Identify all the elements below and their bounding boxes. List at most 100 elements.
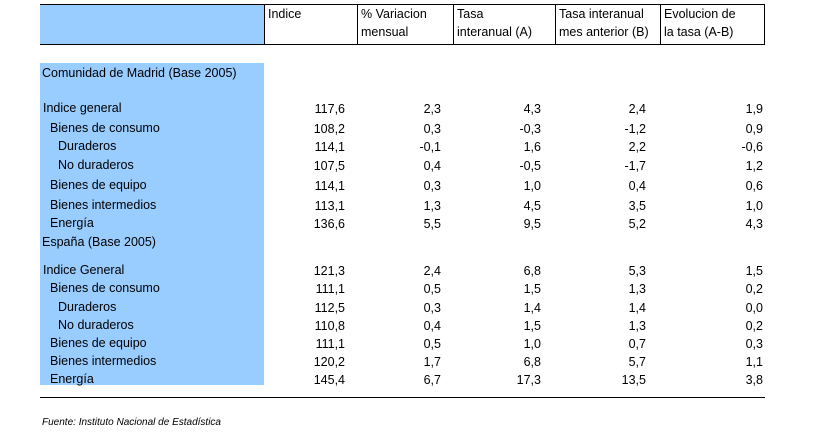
cell-evolucion: 1,2 [745, 159, 763, 173]
row-label: Indice General [43, 263, 125, 277]
header-evolucion-line2: la tasa (A-B) [664, 25, 734, 39]
row-label: Duraderos [58, 300, 117, 314]
cell-variacion: 1,3 [423, 199, 441, 213]
cell-evolucion: 3,8 [745, 373, 763, 387]
cell-indice: 111,1 [315, 282, 345, 296]
header-tasa-b-line2: mes anterior (B) [559, 25, 649, 39]
cell-evolucion: 1,0 [745, 199, 763, 213]
row-label: Bienes de consumo [50, 121, 160, 135]
row-label: Energía [50, 216, 94, 230]
row-label: Bienes de equipo [50, 336, 147, 350]
cell-variacion: -0,1 [419, 140, 441, 154]
cell-indice: 117,6 [314, 102, 345, 116]
cell-evolucion: -0,6 [741, 140, 763, 154]
cell-variacion: 6,7 [423, 373, 441, 387]
cell-tasa-b: -1,7 [624, 159, 646, 173]
cell-indice: 145,4 [313, 373, 345, 387]
cell-evolucion: 1,5 [745, 264, 763, 278]
cell-indice: 114,1 [314, 140, 345, 154]
cell-indice: 136,6 [313, 217, 345, 231]
cell-tasa-a: 9,5 [523, 217, 541, 231]
cell-tasa-b: 1,3 [628, 319, 646, 333]
header-divider [264, 4, 265, 45]
cell-variacion: 0,3 [423, 301, 441, 315]
header-label-cell-fill [40, 5, 264, 45]
cell-variacion: 0,3 [423, 122, 441, 136]
header-evolucion-line1: Evolucion de [664, 7, 736, 21]
cell-tasa-a: 17,3 [516, 373, 541, 387]
cell-tasa-a: 6,8 [523, 264, 541, 278]
cell-indice: 108,2 [313, 122, 345, 136]
label-column-fill [40, 63, 264, 385]
cell-evolucion: 1,1 [745, 355, 763, 369]
cell-indice: 111,1 [315, 337, 345, 351]
header-bottom-rule [40, 44, 765, 45]
cell-variacion: 2,4 [423, 264, 441, 278]
row-label: Bienes intermedios [50, 354, 157, 368]
cell-variacion: 0,3 [423, 179, 441, 193]
cell-evolucion: 0,2 [745, 282, 763, 296]
header-indice: Indice [268, 7, 302, 21]
cell-variacion: 1,7 [423, 355, 441, 369]
header-variacion-line2: mensual [361, 25, 409, 39]
cell-indice: 112,5 [314, 301, 345, 315]
cell-evolucion: 0,9 [745, 122, 763, 136]
row-label: No duraderos [58, 158, 134, 172]
cell-tasa-b: 2,4 [628, 102, 646, 116]
cell-tasa-a: 1,0 [523, 337, 541, 351]
header-divider [555, 4, 556, 45]
header-divider [764, 4, 765, 45]
row-label: No duraderos [58, 318, 134, 332]
cell-tasa-b: 5,2 [628, 217, 646, 231]
cell-tasa-a: 1,6 [523, 140, 541, 154]
cell-variacion: 2,3 [423, 102, 441, 116]
cell-tasa-b: 0,4 [628, 179, 646, 193]
cell-indice: 107,5 [313, 159, 345, 173]
cell-evolucion: 0,2 [745, 319, 763, 333]
cell-tasa-a: 4,3 [523, 102, 541, 116]
header-tasa-b-line1: Tasa interanual [559, 7, 644, 21]
cell-tasa-b: 1,3 [628, 282, 646, 296]
cell-tasa-b: 5,7 [628, 355, 646, 369]
header-variacion-line1: % Variacion [361, 7, 427, 21]
section-title: Comunidad de Madrid (Base 2005) [42, 66, 237, 80]
row-label: Energía [50, 372, 94, 386]
table-bottom-rule [40, 397, 765, 398]
cell-indice: 114,1 [314, 179, 345, 193]
cell-variacion: 5,5 [423, 217, 441, 231]
cell-tasa-a: 6,8 [523, 355, 541, 369]
cell-tasa-b: 1,4 [628, 301, 646, 315]
top-rule [40, 4, 765, 5]
cell-variacion: 0,4 [423, 319, 441, 333]
row-label: Bienes intermedios [50, 198, 157, 212]
cell-tasa-b: -1,2 [624, 122, 646, 136]
cell-tasa-a: -0,3 [519, 122, 541, 136]
cell-evolucion: 0,0 [745, 301, 763, 315]
section-title: España (Base 2005) [42, 235, 156, 249]
cell-evolucion: 1,9 [745, 102, 763, 116]
row-label: Indice general [43, 101, 122, 115]
cell-evolucion: 4,3 [745, 217, 763, 231]
cell-tasa-a: 1,4 [523, 301, 541, 315]
cell-tasa-b: 3,5 [628, 199, 646, 213]
cell-indice: 121,3 [313, 264, 345, 278]
header-divider [357, 4, 358, 45]
cell-tasa-a: 1,0 [523, 179, 541, 193]
source-note: Fuente: Instituto Nacional de Estadístic… [42, 417, 221, 428]
cell-variacion: 0,4 [423, 159, 441, 173]
cell-indice: 113,1 [314, 199, 345, 213]
row-label: Bienes de equipo [50, 178, 147, 192]
header-tasa-a-line1: Tasa [457, 7, 484, 21]
header-divider [453, 4, 454, 45]
cell-indice: 110,8 [314, 319, 345, 333]
row-label: Bienes de consumo [50, 281, 160, 295]
cell-indice: 120,2 [313, 355, 345, 369]
cell-tasa-b: 13,5 [621, 373, 646, 387]
cell-tasa-a: 1,5 [523, 282, 541, 296]
cell-tasa-b: 0,7 [628, 337, 646, 351]
cell-tasa-b: 2,2 [628, 140, 646, 154]
cell-tasa-a: 1,5 [523, 319, 541, 333]
header-tasa-a-line2: interanual (A) [457, 25, 533, 39]
cell-tasa-a: -0,5 [519, 159, 541, 173]
